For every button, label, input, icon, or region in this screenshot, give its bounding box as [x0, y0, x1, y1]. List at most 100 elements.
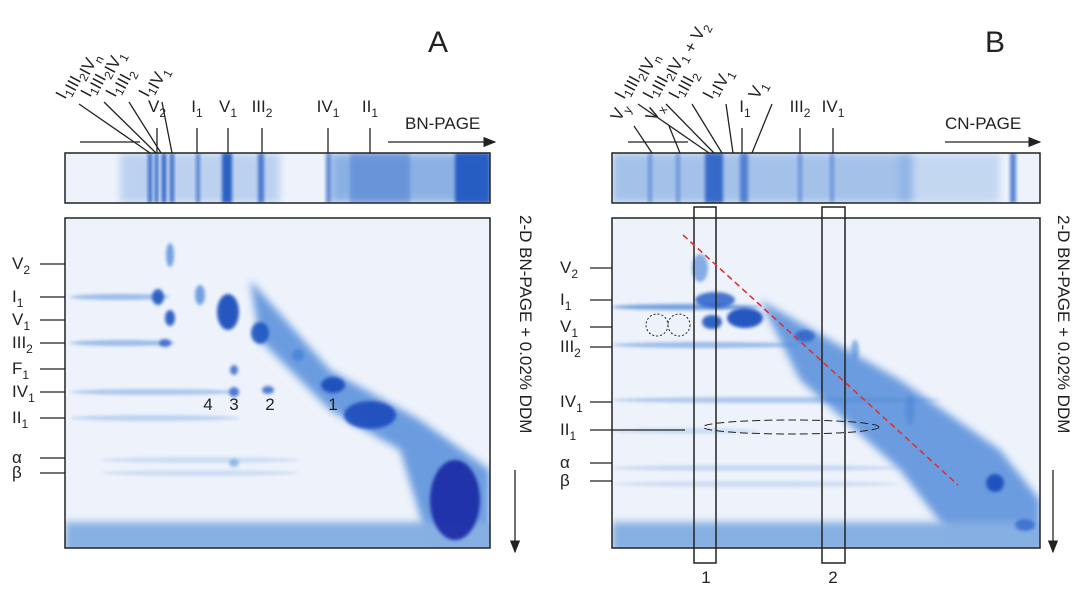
row-label: α	[12, 448, 22, 467]
leader-line	[668, 125, 681, 154]
gel-spot	[70, 389, 240, 395]
gel-spot	[195, 285, 205, 305]
gel-spot	[321, 377, 345, 393]
label-base: V	[12, 254, 24, 273]
row-label: V2	[12, 254, 30, 277]
strip-band	[1010, 153, 1016, 203]
spot-number: 2	[265, 395, 274, 414]
label-subscript: 1	[196, 106, 203, 120]
row-label: I1	[560, 290, 572, 313]
strip-band	[740, 153, 748, 203]
row-label: V1	[12, 310, 30, 333]
gel-spot	[612, 428, 760, 434]
strip-band	[162, 153, 166, 203]
label-subscript: 2	[266, 106, 273, 120]
label-base: V	[148, 97, 160, 116]
gel-spot	[159, 339, 171, 347]
leader-line	[161, 101, 173, 154]
row-label: II1	[560, 420, 576, 443]
label-base: IV	[317, 97, 334, 116]
row-label: IV1	[12, 382, 35, 405]
gel-spot	[251, 322, 269, 344]
lane-label: IV1	[317, 97, 340, 120]
label-subscript: 1	[22, 368, 29, 382]
label-base: III	[790, 97, 804, 116]
label-base: III	[560, 337, 574, 356]
gel-frame	[611, 152, 1041, 204]
gel-spot	[292, 349, 304, 361]
label-base: F	[12, 359, 22, 378]
gel-spot	[344, 401, 396, 429]
leader-line	[637, 103, 710, 154]
gel-spot	[905, 395, 915, 425]
gel-spot	[229, 459, 239, 467]
gel-strip	[65, 153, 490, 203]
row-label: IV1	[560, 392, 583, 415]
strip-band	[798, 153, 802, 203]
label-subscript: 2	[574, 346, 581, 360]
label-subscript: 1	[230, 106, 237, 120]
gel-spot	[229, 387, 239, 397]
lane-label: I1	[739, 97, 751, 120]
lane-label: I1III2	[665, 64, 705, 106]
strip-band	[648, 153, 652, 203]
label-base: III	[252, 97, 266, 116]
label-subscript: 1	[744, 106, 751, 120]
spot-number: 4	[203, 395, 212, 414]
lane-label: IV1	[822, 97, 845, 120]
gel-spot	[795, 330, 815, 342]
label-base: IV	[822, 97, 839, 116]
strip-band	[196, 153, 200, 203]
gel-spot	[262, 386, 274, 394]
gel-spot	[70, 340, 175, 346]
strip-band	[258, 153, 264, 203]
row-label: III2	[560, 337, 581, 360]
lane-label: V1	[219, 97, 237, 120]
gel-frame	[611, 217, 1041, 549]
label-subscript: 1	[21, 417, 28, 431]
panel-letter: B	[985, 26, 1005, 59]
label-subscript: y	[620, 104, 635, 116]
lane-label: I1III2IVn	[52, 44, 107, 108]
panel-letter: A	[428, 26, 448, 59]
label-subscript: 1	[371, 106, 378, 120]
gel-spot	[100, 470, 300, 476]
label-subscript: 1	[569, 429, 576, 443]
gel-spot	[695, 292, 735, 308]
gel-spot	[1015, 519, 1035, 531]
gel-image	[65, 218, 490, 548]
row-label: β	[12, 463, 22, 482]
gel-frame	[64, 152, 491, 204]
label-base: II	[12, 408, 21, 427]
label-subscript: 1	[28, 391, 35, 405]
lane-label: I1IV1	[699, 63, 740, 107]
label-base: IV	[560, 392, 577, 411]
strip-band	[170, 153, 174, 203]
row-label: I1	[12, 287, 24, 310]
gel-spot	[217, 294, 239, 330]
column-number: 1	[701, 568, 710, 587]
leader-line	[665, 103, 715, 154]
leader-line	[78, 103, 151, 154]
gel-spot	[986, 474, 1004, 492]
gel-spot	[430, 460, 480, 540]
leader-line	[128, 101, 162, 154]
row-label: III2	[12, 333, 33, 356]
lane-label: V1	[745, 77, 774, 104]
diagonal-guide	[682, 234, 959, 486]
label-base: IV	[12, 382, 29, 401]
label-subscript: 1	[17, 296, 24, 310]
row-label: II1	[12, 408, 28, 431]
leader-line	[751, 103, 773, 154]
gel-diagonal	[760, 300, 1040, 548]
label-subscript: 1	[565, 299, 572, 313]
direction-label: BN-PAGE	[405, 114, 480, 133]
gel-spot	[851, 340, 859, 360]
gel-spot	[165, 310, 175, 326]
label-base: V	[560, 317, 572, 336]
label-base: β	[12, 463, 22, 482]
strip-band	[155, 153, 158, 203]
gel-spot	[70, 294, 170, 300]
label-subscript: 1	[576, 401, 583, 415]
